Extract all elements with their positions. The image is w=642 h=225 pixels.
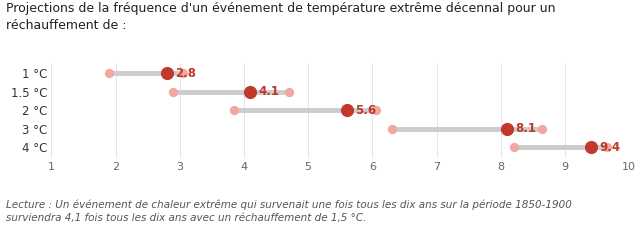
Point [104, 71, 114, 75]
Point [178, 71, 188, 75]
Text: Projections de la fréquence d'un événement de température extrême décennal pour : Projections de la fréquence d'un événeme… [6, 2, 556, 32]
Point [342, 108, 352, 112]
Text: 5.6: 5.6 [355, 104, 376, 117]
Point [245, 90, 256, 94]
Point [508, 146, 519, 149]
Text: 8.1: 8.1 [516, 122, 537, 135]
Point [229, 108, 239, 112]
Point [537, 127, 548, 130]
Point [284, 90, 294, 94]
Point [162, 71, 172, 75]
Point [168, 90, 178, 94]
Text: 9.4: 9.4 [599, 141, 620, 154]
Point [386, 127, 397, 130]
Point [502, 127, 512, 130]
Point [586, 146, 596, 149]
Text: 2.8: 2.8 [175, 67, 196, 80]
Point [370, 108, 381, 112]
Text: Lecture : Un événement de chaleur extrême qui survenait une fois tous les dix an: Lecture : Un événement de chaleur extrêm… [6, 199, 572, 223]
Point [602, 146, 612, 149]
Text: 4.1: 4.1 [259, 85, 280, 98]
